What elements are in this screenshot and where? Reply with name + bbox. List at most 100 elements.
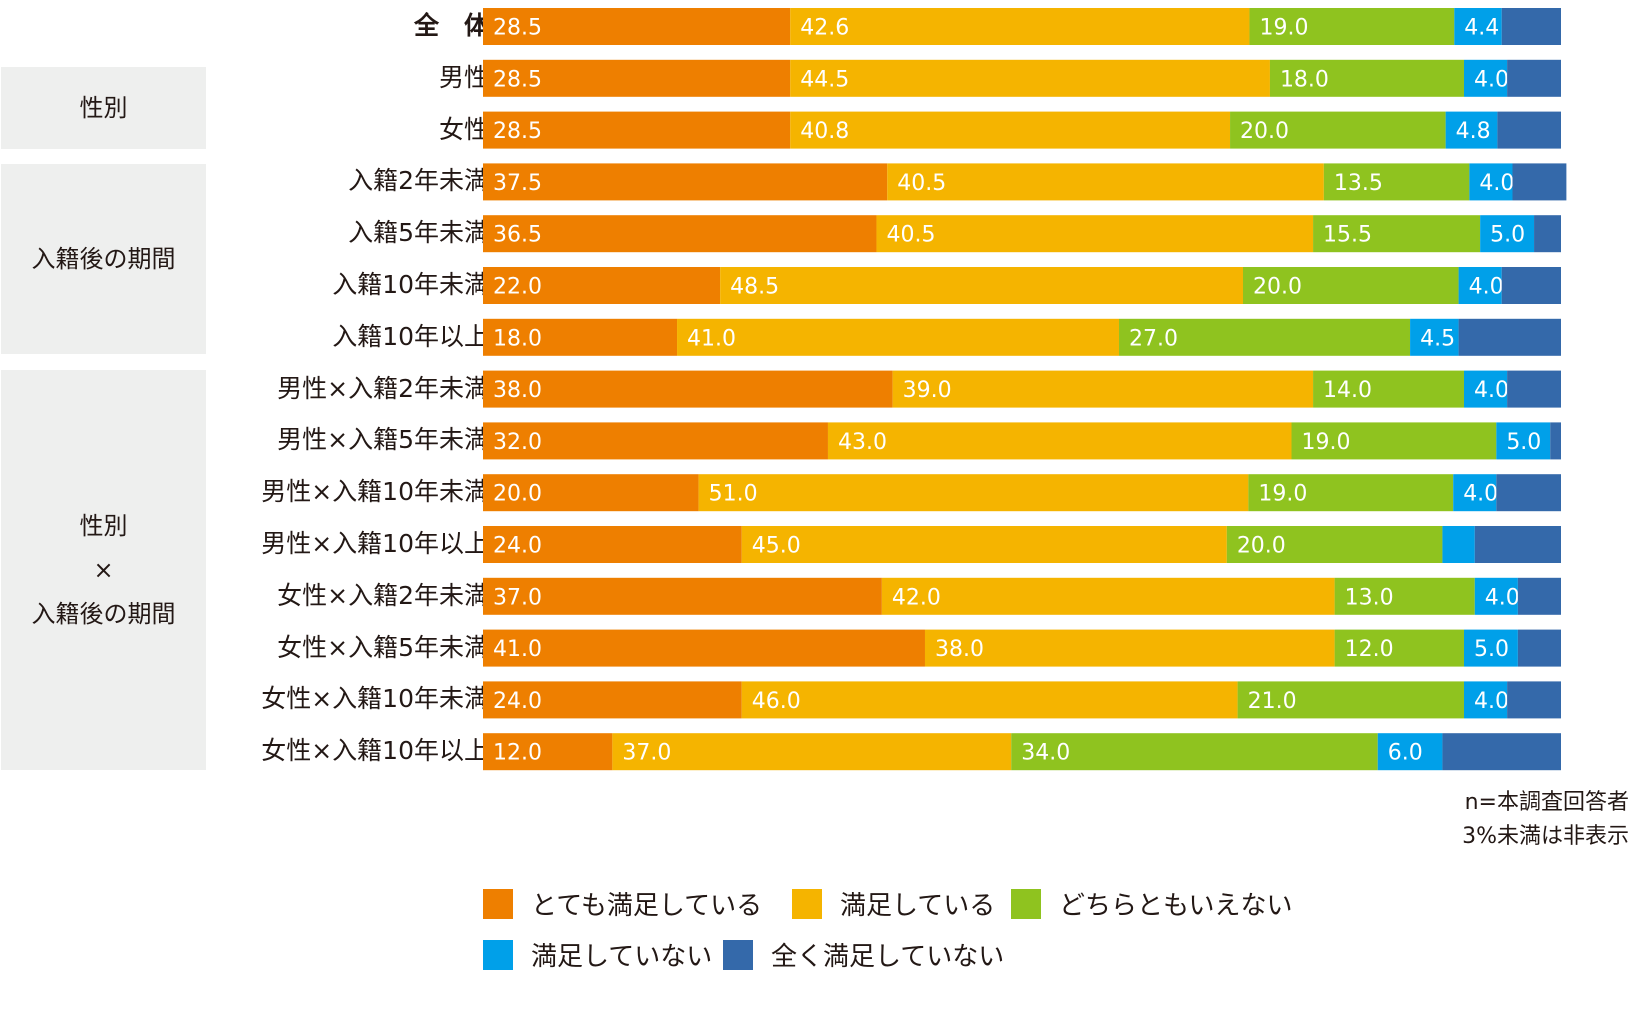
- note-threshold: 3%未満は非表示: [1462, 824, 1629, 849]
- data-label: 20.0: [1253, 275, 1302, 300]
- bar-segment: [483, 8, 791, 45]
- bar-segment: [1496, 422, 1551, 460]
- data-label: 24.0: [493, 689, 542, 714]
- bar-segment: [1474, 577, 1518, 615]
- data-label: 19.0: [1258, 482, 1307, 507]
- data-label: 4.0: [1463, 482, 1498, 507]
- data-label: 19.0: [1302, 430, 1351, 455]
- group-label: 入籍後の期間: [31, 600, 176, 628]
- bar-segment: [1501, 8, 1561, 45]
- bar-segment: [741, 526, 1227, 563]
- bar-segment: [1507, 370, 1561, 408]
- bar-segment: [887, 163, 1324, 201]
- data-label: 37.0: [622, 741, 671, 766]
- data-label: 4.8: [1456, 119, 1491, 144]
- data-label: 34.0: [1021, 741, 1070, 766]
- data-label: 15.5: [1323, 223, 1372, 248]
- category-label: 入籍5年未満: [348, 218, 489, 248]
- group-label: ×: [93, 556, 114, 584]
- data-label: 39.0: [903, 378, 952, 403]
- data-label: 4.0: [1474, 67, 1509, 92]
- bar-segment: [1248, 474, 1454, 512]
- legend-label: 満足していない: [531, 942, 713, 972]
- data-label: 4.0: [1485, 585, 1520, 610]
- data-label: 42.6: [800, 16, 849, 41]
- category-label: 女性×入籍10年以上: [261, 736, 489, 766]
- bar-segment: [1517, 629, 1561, 667]
- bar-segment: [1496, 474, 1561, 512]
- legend-swatch: [792, 888, 822, 919]
- bar-segment: [1507, 59, 1561, 97]
- bar-segment: [790, 111, 1231, 149]
- bar-segment: [1550, 422, 1561, 460]
- category-label: 女性×入籍10年未満: [261, 684, 489, 714]
- data-label: 13.0: [1345, 585, 1394, 610]
- bar-segment: [1291, 422, 1497, 460]
- legend-label: とても満足している: [531, 891, 763, 921]
- bar-segment: [1410, 318, 1459, 356]
- category-label: 入籍2年未満: [348, 166, 489, 196]
- data-label: 4.5: [1420, 326, 1455, 351]
- plot-area: 28.5 42.6 19.0 4.4 28.5 44.5 18.0 4.0 28.5 40.8 20…: [483, 8, 1567, 771]
- category-label: 女性×入籍5年未満: [277, 632, 489, 662]
- bar-segment: [1512, 163, 1567, 201]
- bar-segment: [1313, 370, 1464, 408]
- bar-segment: [483, 733, 613, 771]
- bar-segment: [483, 681, 742, 719]
- legend-label: 全く満足していない: [771, 942, 1005, 972]
- bar-segment: [1497, 111, 1561, 149]
- bar-segment: [1463, 370, 1508, 408]
- bar-segment: [1463, 681, 1508, 719]
- bar-segment: [1453, 474, 1497, 512]
- bar-segment: [483, 370, 893, 408]
- bar-segment: [1458, 267, 1502, 304]
- bar-segment: [1249, 8, 1455, 45]
- data-label: 41.0: [493, 637, 542, 662]
- bar-segment: [483, 422, 828, 460]
- bar-segment: [483, 111, 791, 149]
- data-label: 41.0: [687, 326, 736, 351]
- data-label: 13.5: [1334, 171, 1383, 196]
- data-label: 32.0: [493, 430, 542, 455]
- data-label: 20.0: [493, 482, 542, 507]
- data-label: 44.5: [800, 67, 849, 92]
- bar-segment: [1501, 267, 1561, 304]
- bar-segment: [1377, 733, 1443, 771]
- data-label: 4.0: [1469, 275, 1504, 300]
- category-label: 入籍10年以上: [332, 321, 489, 351]
- legend-item: とても満足している: [483, 885, 762, 922]
- legend-item: 全く満足していない: [723, 936, 1004, 973]
- data-label: 21.0: [1248, 689, 1297, 714]
- category-label: 全 体: [413, 11, 489, 40]
- bar-segment: [483, 163, 888, 201]
- bar-segment: [924, 629, 1335, 667]
- data-label: 4.0: [1474, 689, 1509, 714]
- data-label: 24.0: [493, 534, 542, 559]
- note-sample: n=本調査回答者: [1464, 790, 1629, 815]
- data-label: 5.0: [1490, 223, 1525, 248]
- bar-segment: [1442, 733, 1561, 771]
- bar-segment: [483, 526, 742, 563]
- data-label: 51.0: [709, 482, 758, 507]
- category-label: 女性: [438, 114, 489, 144]
- data-label: 28.5: [493, 67, 542, 92]
- category-label: 入籍10年未満: [332, 270, 489, 299]
- bar-segment: [1517, 577, 1561, 615]
- data-label: 36.5: [493, 223, 542, 248]
- bar-segment: [1507, 681, 1561, 719]
- legend-swatch: [723, 939, 753, 970]
- data-label: 46.0: [752, 689, 801, 714]
- data-label: 6.0: [1388, 741, 1423, 766]
- data-label: 37.0: [493, 585, 542, 610]
- category-label: 女性×入籍2年未満: [277, 580, 489, 610]
- legend-item: どちらともいえない: [1011, 885, 1292, 922]
- bar-segment: [612, 733, 1012, 771]
- bar-segment: [1534, 215, 1561, 253]
- bar-segment: [790, 59, 1270, 97]
- data-label: 12.0: [1345, 637, 1394, 662]
- data-label: 22.0: [493, 275, 542, 300]
- data-label: 12.0: [493, 741, 542, 766]
- bar-segment: [1454, 8, 1502, 45]
- data-label: 4.0: [1479, 171, 1514, 196]
- category-label: 男性×入籍2年未満: [277, 373, 489, 403]
